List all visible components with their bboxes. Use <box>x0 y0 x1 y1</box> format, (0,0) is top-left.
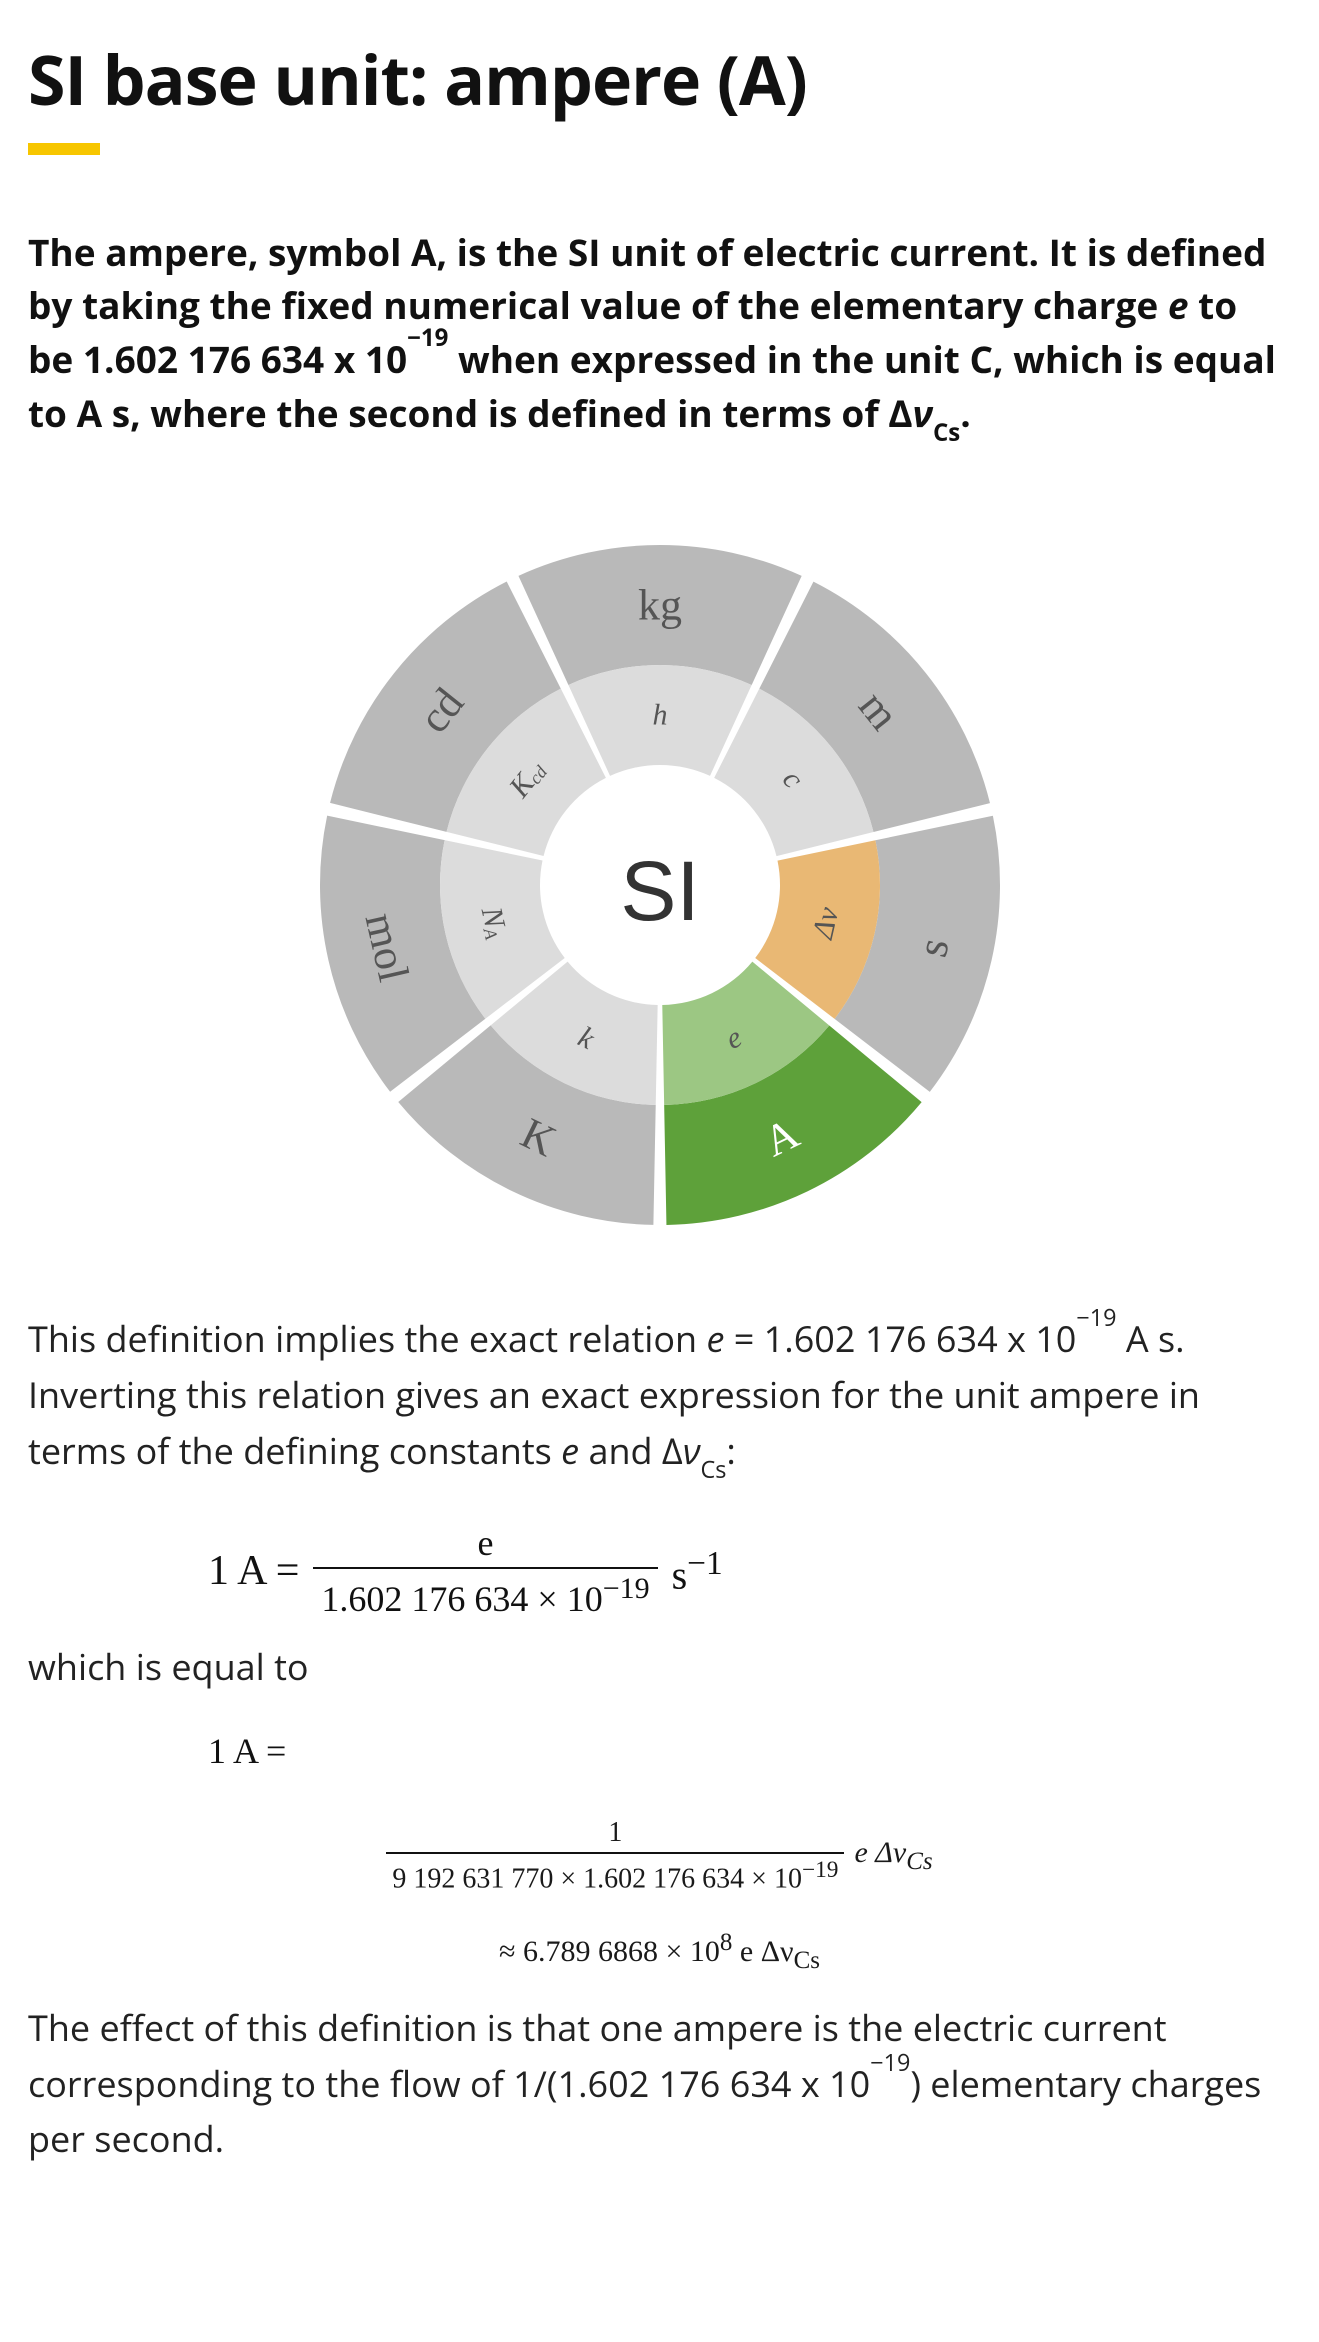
lead-paragraph: The ampere, symbol A, is the SI unit of … <box>28 225 1291 445</box>
eq2-num: 1 <box>602 1817 628 1852</box>
eq1-numerator: e <box>470 1523 502 1567</box>
eq2-lhs: 1 A = <box>208 1725 286 1777</box>
final-paragraph: The effect of this definition is that on… <box>28 2000 1291 2167</box>
title-underline <box>28 143 100 155</box>
si-wheel-svg: kghmcsΔνAeKkmolNAcdKcdSI <box>280 505 1040 1265</box>
eq1-fraction: e 1.602 176 634 × 10−19 <box>313 1523 657 1621</box>
equation-approx: ≈ 6.789 6868 × 108 e ΔνCs <box>28 1925 1291 1979</box>
si-inner-label: h <box>652 698 667 731</box>
equation-1: 1 A = e 1.602 176 634 × 10−19 s−1 <box>208 1523 1291 1621</box>
eq2-trail: e ΔνCs <box>854 1831 932 1880</box>
eq1-lhs: 1 A = <box>208 1541 299 1602</box>
equation-2-lhs: 1 A = <box>208 1725 1291 1777</box>
page-title: SI base unit: ampere (A) <box>28 30 1291 129</box>
eq2-frac: 1 9 192 631 770 × 1.602 176 634 × 10−19 <box>386 1817 844 1896</box>
si-wheel-diagram: kghmcsΔνAeKkmolNAcdKcdSI <box>280 505 1040 1271</box>
si-center-label: SI <box>620 844 699 938</box>
connector-text: which is equal to <box>28 1639 1291 1695</box>
eq1-denominator: 1.602 176 634 × 10−19 <box>313 1567 657 1620</box>
equation-2-fraction: 1 9 192 631 770 × 1.602 176 634 × 10−19 … <box>28 1817 1291 1896</box>
eq1-trail: s−1 <box>672 1540 723 1604</box>
si-outer-label: kg <box>638 580 682 629</box>
eq2-den: 9 192 631 770 × 1.602 176 634 × 10−19 <box>386 1852 844 1896</box>
definition-paragraph: This definition implies the exact relati… <box>28 1311 1291 1481</box>
